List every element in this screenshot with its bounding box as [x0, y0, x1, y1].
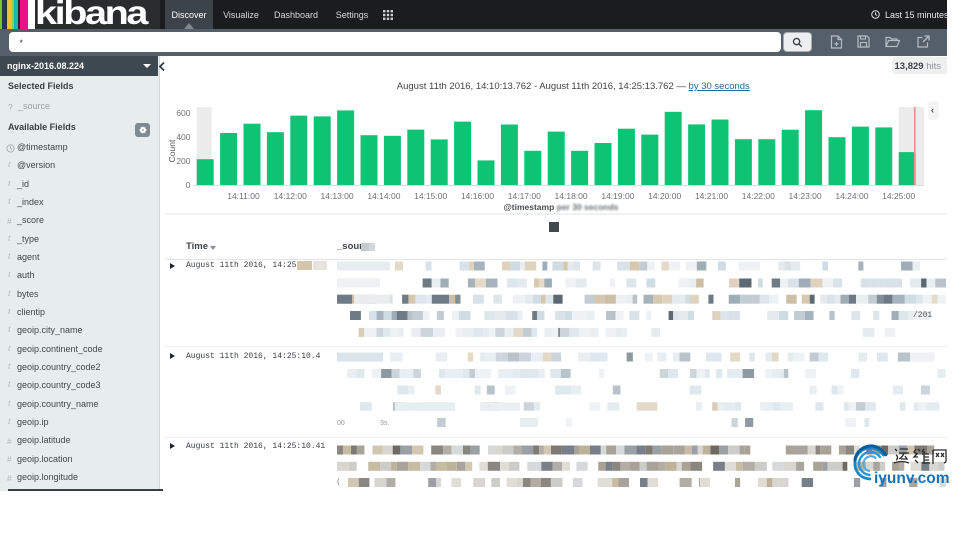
svg-text:3s.: 3s.	[380, 420, 389, 427]
svg-text:00: 00	[337, 420, 345, 427]
svg-text:(: (	[337, 477, 340, 486]
svg-text:/201: /201	[913, 311, 932, 320]
svg-text:iyunv.com: iyunv.com	[874, 470, 950, 487]
